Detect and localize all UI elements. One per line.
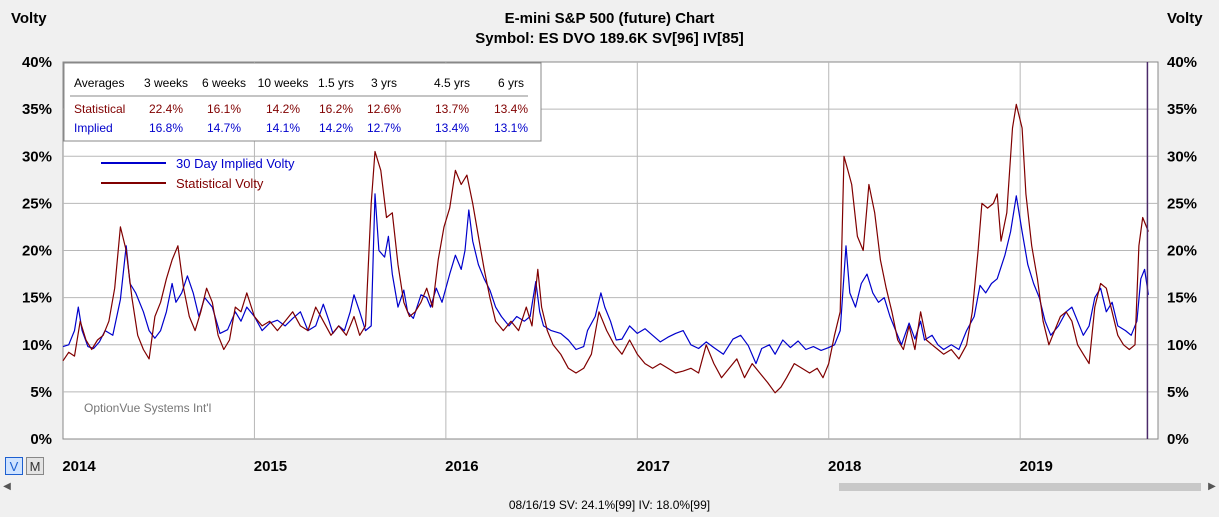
y-tick-label-left: 20% <box>22 243 52 260</box>
x-tick-label: 2018 <box>828 458 861 475</box>
y-tick-label-left: 10% <box>22 337 52 354</box>
y-axis-title-right: Volty <box>1167 10 1203 27</box>
x-tick-label: 2015 <box>254 458 287 475</box>
x-tick-label: 2014 <box>62 458 96 475</box>
table-header: 3 yrs <box>371 76 397 90</box>
y-tick-label-right: 10% <box>1167 337 1197 354</box>
scroll-left-icon[interactable]: ◀ <box>3 481 11 492</box>
y-tick-label-right: 5% <box>1167 384 1189 401</box>
table-cell: 16.8% <box>149 121 183 135</box>
series-line <box>62 103 1149 394</box>
table-header: 6 weeks <box>202 76 246 90</box>
watermark-text: OptionVue Systems Int'l <box>84 401 211 415</box>
x-tick-label: 2016 <box>445 458 478 475</box>
horizontal-scrollbar[interactable]: ◀ ▶ <box>0 480 1219 494</box>
table-header: 10 weeks <box>258 76 309 90</box>
table-row-label: Statistical <box>74 102 125 116</box>
chart-title: E-mini S&P 500 (future) Chart <box>504 10 715 27</box>
table-row-label: Implied <box>74 121 113 135</box>
y-tick-label-left: 35% <box>22 101 52 118</box>
m-mode-button[interactable]: M <box>26 457 44 475</box>
status-readout: 08/16/19 SV: 24.1%[99] IV: 18.0%[99] <box>508 498 711 512</box>
x-tick-label: 2019 <box>1019 458 1052 475</box>
y-tick-label-right: 25% <box>1167 195 1197 212</box>
chart-canvas[interactable]: 0% 0% 5% 5% 10% 10% 15% 15% 20% 20% 25% 25% 30% 30% 35… <box>0 0 1219 480</box>
y-tick-label-left: 40% <box>22 54 52 71</box>
table-header: 1.5 yrs <box>318 76 354 90</box>
table-cell: 14.2% <box>266 102 300 116</box>
y-tick-label-right: 20% <box>1167 243 1197 260</box>
table-cell: 22.4% <box>149 102 183 116</box>
y-tick-label-left: 0% <box>30 431 52 448</box>
y-tick-label-left: 15% <box>22 290 52 307</box>
table-header: 3 weeks <box>144 76 188 90</box>
table-cell: 13.7% <box>435 102 469 116</box>
table-cell: 12.6% <box>367 102 401 116</box>
scroll-right-icon[interactable]: ▶ <box>1208 481 1216 492</box>
y-tick-label-right: 30% <box>1167 148 1197 165</box>
y-axis-title-left: Volty <box>11 10 47 27</box>
table-cell: 14.7% <box>207 121 241 135</box>
chart-subtitle: Symbol: ES DVO 189.6K SV[96] IV[85] <box>475 30 744 47</box>
table-header: 6 yrs <box>498 76 524 90</box>
table-cell: 14.2% <box>319 121 353 135</box>
y-tick-label-right: 40% <box>1167 54 1197 71</box>
y-tick-label-right: 35% <box>1167 101 1197 118</box>
y-tick-label-left: 30% <box>22 148 52 165</box>
table-cell: 16.1% <box>207 102 241 116</box>
table-cell: 13.4% <box>494 102 528 116</box>
table-cell: 13.1% <box>494 121 528 135</box>
y-tick-label-right: 15% <box>1167 290 1197 307</box>
x-tick-label: 2017 <box>637 458 670 475</box>
y-tick-label-right: 0% <box>1167 431 1189 448</box>
series-line <box>62 193 1149 365</box>
table-header: 4.5 yrs <box>434 76 470 90</box>
scroll-thumb[interactable] <box>839 483 1201 491</box>
y-tick-label-left: 5% <box>30 384 52 401</box>
volatility-mode-button[interactable]: V <box>5 457 23 475</box>
legend-label: 30 Day Implied Volty <box>176 156 295 171</box>
averages-table-box <box>63 62 542 142</box>
table-cell: 12.7% <box>367 121 401 135</box>
y-tick-label-left: 25% <box>22 195 52 212</box>
legend-label: Statistical Volty <box>176 176 264 191</box>
table-cell: 14.1% <box>266 121 300 135</box>
table-cell: 16.2% <box>319 102 353 116</box>
table-cell: 13.4% <box>435 121 469 135</box>
table-header: Averages <box>74 76 124 90</box>
